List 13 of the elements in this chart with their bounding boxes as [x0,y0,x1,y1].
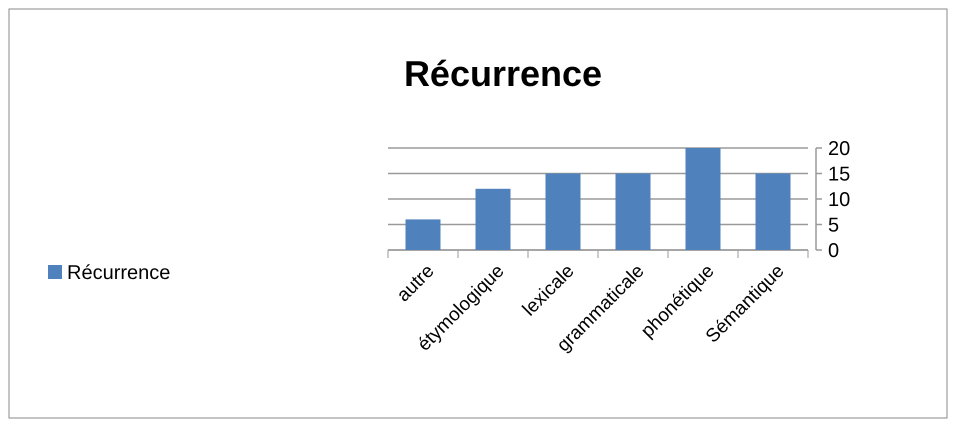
y-tick-label: 15 [828,164,850,186]
bar [686,148,720,250]
y-tick-label: 10 [828,189,850,211]
bar [616,174,650,250]
y-tick-label: 20 [828,138,850,160]
bar [406,219,440,250]
y-tick-label: 5 [828,214,840,236]
legend-label: Récurrence [67,262,170,284]
bar [546,174,580,250]
bar [476,188,510,250]
bar [756,174,790,250]
chart-title: Récurrence [404,53,602,94]
y-tick-label: 0 [828,240,840,262]
